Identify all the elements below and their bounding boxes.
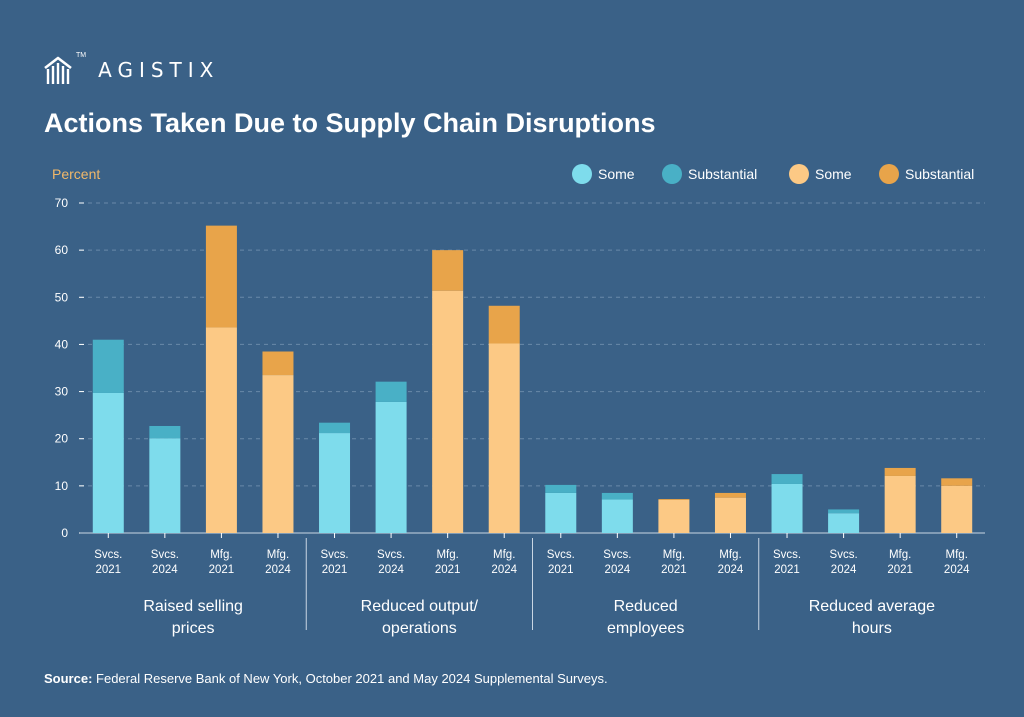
y-axis-label: Percent [52, 166, 100, 182]
x-tick-label: 2024 [718, 564, 744, 576]
bar-substantial [545, 484, 577, 493]
x-tick-label: 2024 [152, 564, 178, 576]
bar-substantial [92, 339, 124, 393]
x-tick-label: Svcs. [603, 549, 631, 561]
bar-some [941, 485, 973, 533]
source-text: Federal Reserve Bank of New York, Octobe… [96, 671, 608, 686]
bar-some [771, 483, 803, 533]
bar-substantial [488, 305, 520, 344]
legend-label: Some [815, 166, 852, 182]
bar-some [545, 492, 577, 533]
x-tick-label: 2024 [944, 564, 970, 576]
agistix-logo-icon [44, 56, 72, 84]
brand-logo: TM AGISTIX [42, 52, 219, 88]
group-label: Raised selling [143, 598, 243, 615]
x-tick-label: Mfg. [889, 549, 911, 561]
brand-name: AGISTIX [98, 58, 220, 82]
x-tick-label: 2021 [887, 564, 913, 576]
y-tick-label: 0 [61, 526, 68, 540]
bar-some [149, 438, 181, 533]
x-tick-label: Svcs. [320, 549, 348, 561]
x-tick-label: 2024 [265, 564, 291, 576]
x-tick-label: 2024 [491, 564, 517, 576]
bar-some [658, 500, 690, 533]
source-label: Source: [44, 671, 93, 686]
bar-substantial [149, 425, 181, 439]
x-tick-label: 2021 [435, 564, 461, 576]
bar-substantial [771, 474, 803, 484]
bar-substantial [432, 250, 464, 291]
group-label: Reduced output/ [361, 598, 479, 615]
x-tick-label: Mfg. [719, 549, 741, 561]
page-title: Actions Taken Due to Supply Chain Disrup… [44, 108, 656, 138]
bar-some [714, 497, 746, 533]
bar-substantial [714, 492, 746, 498]
bar-some [205, 327, 237, 533]
legend-swatch [879, 164, 899, 184]
bar-some [375, 401, 407, 533]
x-tick-label: 2021 [95, 564, 121, 576]
source-note: Source: Federal Reserve Bank of New York… [44, 671, 608, 686]
group-label: Reduced average [809, 598, 935, 615]
legend-swatch [662, 164, 682, 184]
bar-some [319, 433, 351, 533]
group-label: employees [607, 620, 684, 637]
bar-substantial [828, 509, 860, 514]
x-tick-label: 2021 [661, 564, 687, 576]
bar-substantial [375, 381, 407, 402]
group-label: operations [382, 620, 457, 637]
y-tick-label: 60 [55, 243, 69, 257]
y-tick-label: 50 [55, 290, 69, 304]
x-tick-label: Mfg. [663, 549, 685, 561]
x-tick-label: 2024 [378, 564, 404, 576]
group-label: Reduced [614, 598, 678, 615]
legend-label: Some [598, 166, 635, 182]
legend-label: Substantial [688, 166, 757, 182]
x-tick-label: Mfg. [493, 549, 515, 561]
x-tick-label: 2021 [548, 564, 574, 576]
y-tick-label: 40 [55, 337, 69, 351]
x-tick-label: Mfg. [267, 549, 289, 561]
x-tick-label: 2024 [831, 564, 857, 576]
y-tick-label: 10 [55, 479, 69, 493]
bar-substantial [658, 499, 690, 500]
x-tick-label: Svcs. [377, 549, 405, 561]
x-tick-label: 2021 [322, 564, 348, 576]
bar-some [828, 513, 860, 533]
x-tick-label: Svcs. [830, 549, 858, 561]
bar-substantial [205, 225, 237, 328]
x-tick-label: Svcs. [151, 549, 179, 561]
bar-some [92, 392, 124, 533]
x-tick-label: 2021 [209, 564, 235, 576]
bar-some [262, 375, 294, 533]
x-tick-label: Mfg. [946, 549, 968, 561]
x-tick-label: Svcs. [94, 549, 122, 561]
bar-some [884, 475, 916, 533]
bar-some [601, 499, 633, 533]
y-tick-label: 70 [55, 196, 69, 210]
x-tick-label: Mfg. [436, 549, 458, 561]
group-label: hours [852, 620, 892, 637]
x-tick-label: Svcs. [547, 549, 575, 561]
x-tick-label: 2024 [605, 564, 631, 576]
trademark-mark: TM [76, 52, 87, 59]
bar-substantial [884, 467, 916, 476]
bar-some [488, 343, 520, 533]
x-tick-label: Mfg. [210, 549, 232, 561]
x-tick-label: 2021 [774, 564, 800, 576]
bar-substantial [319, 422, 351, 434]
bar-some [432, 290, 464, 533]
bar-substantial [262, 351, 294, 376]
group-label: prices [172, 620, 215, 637]
bar-substantial [601, 492, 633, 500]
y-tick-label: 30 [55, 385, 69, 399]
y-tick-label: 20 [55, 432, 69, 446]
legend-swatch [572, 164, 592, 184]
x-tick-label: Svcs. [773, 549, 801, 561]
bar-substantial [941, 478, 973, 486]
legend-swatch [789, 164, 809, 184]
legend-label: Substantial [905, 166, 974, 182]
